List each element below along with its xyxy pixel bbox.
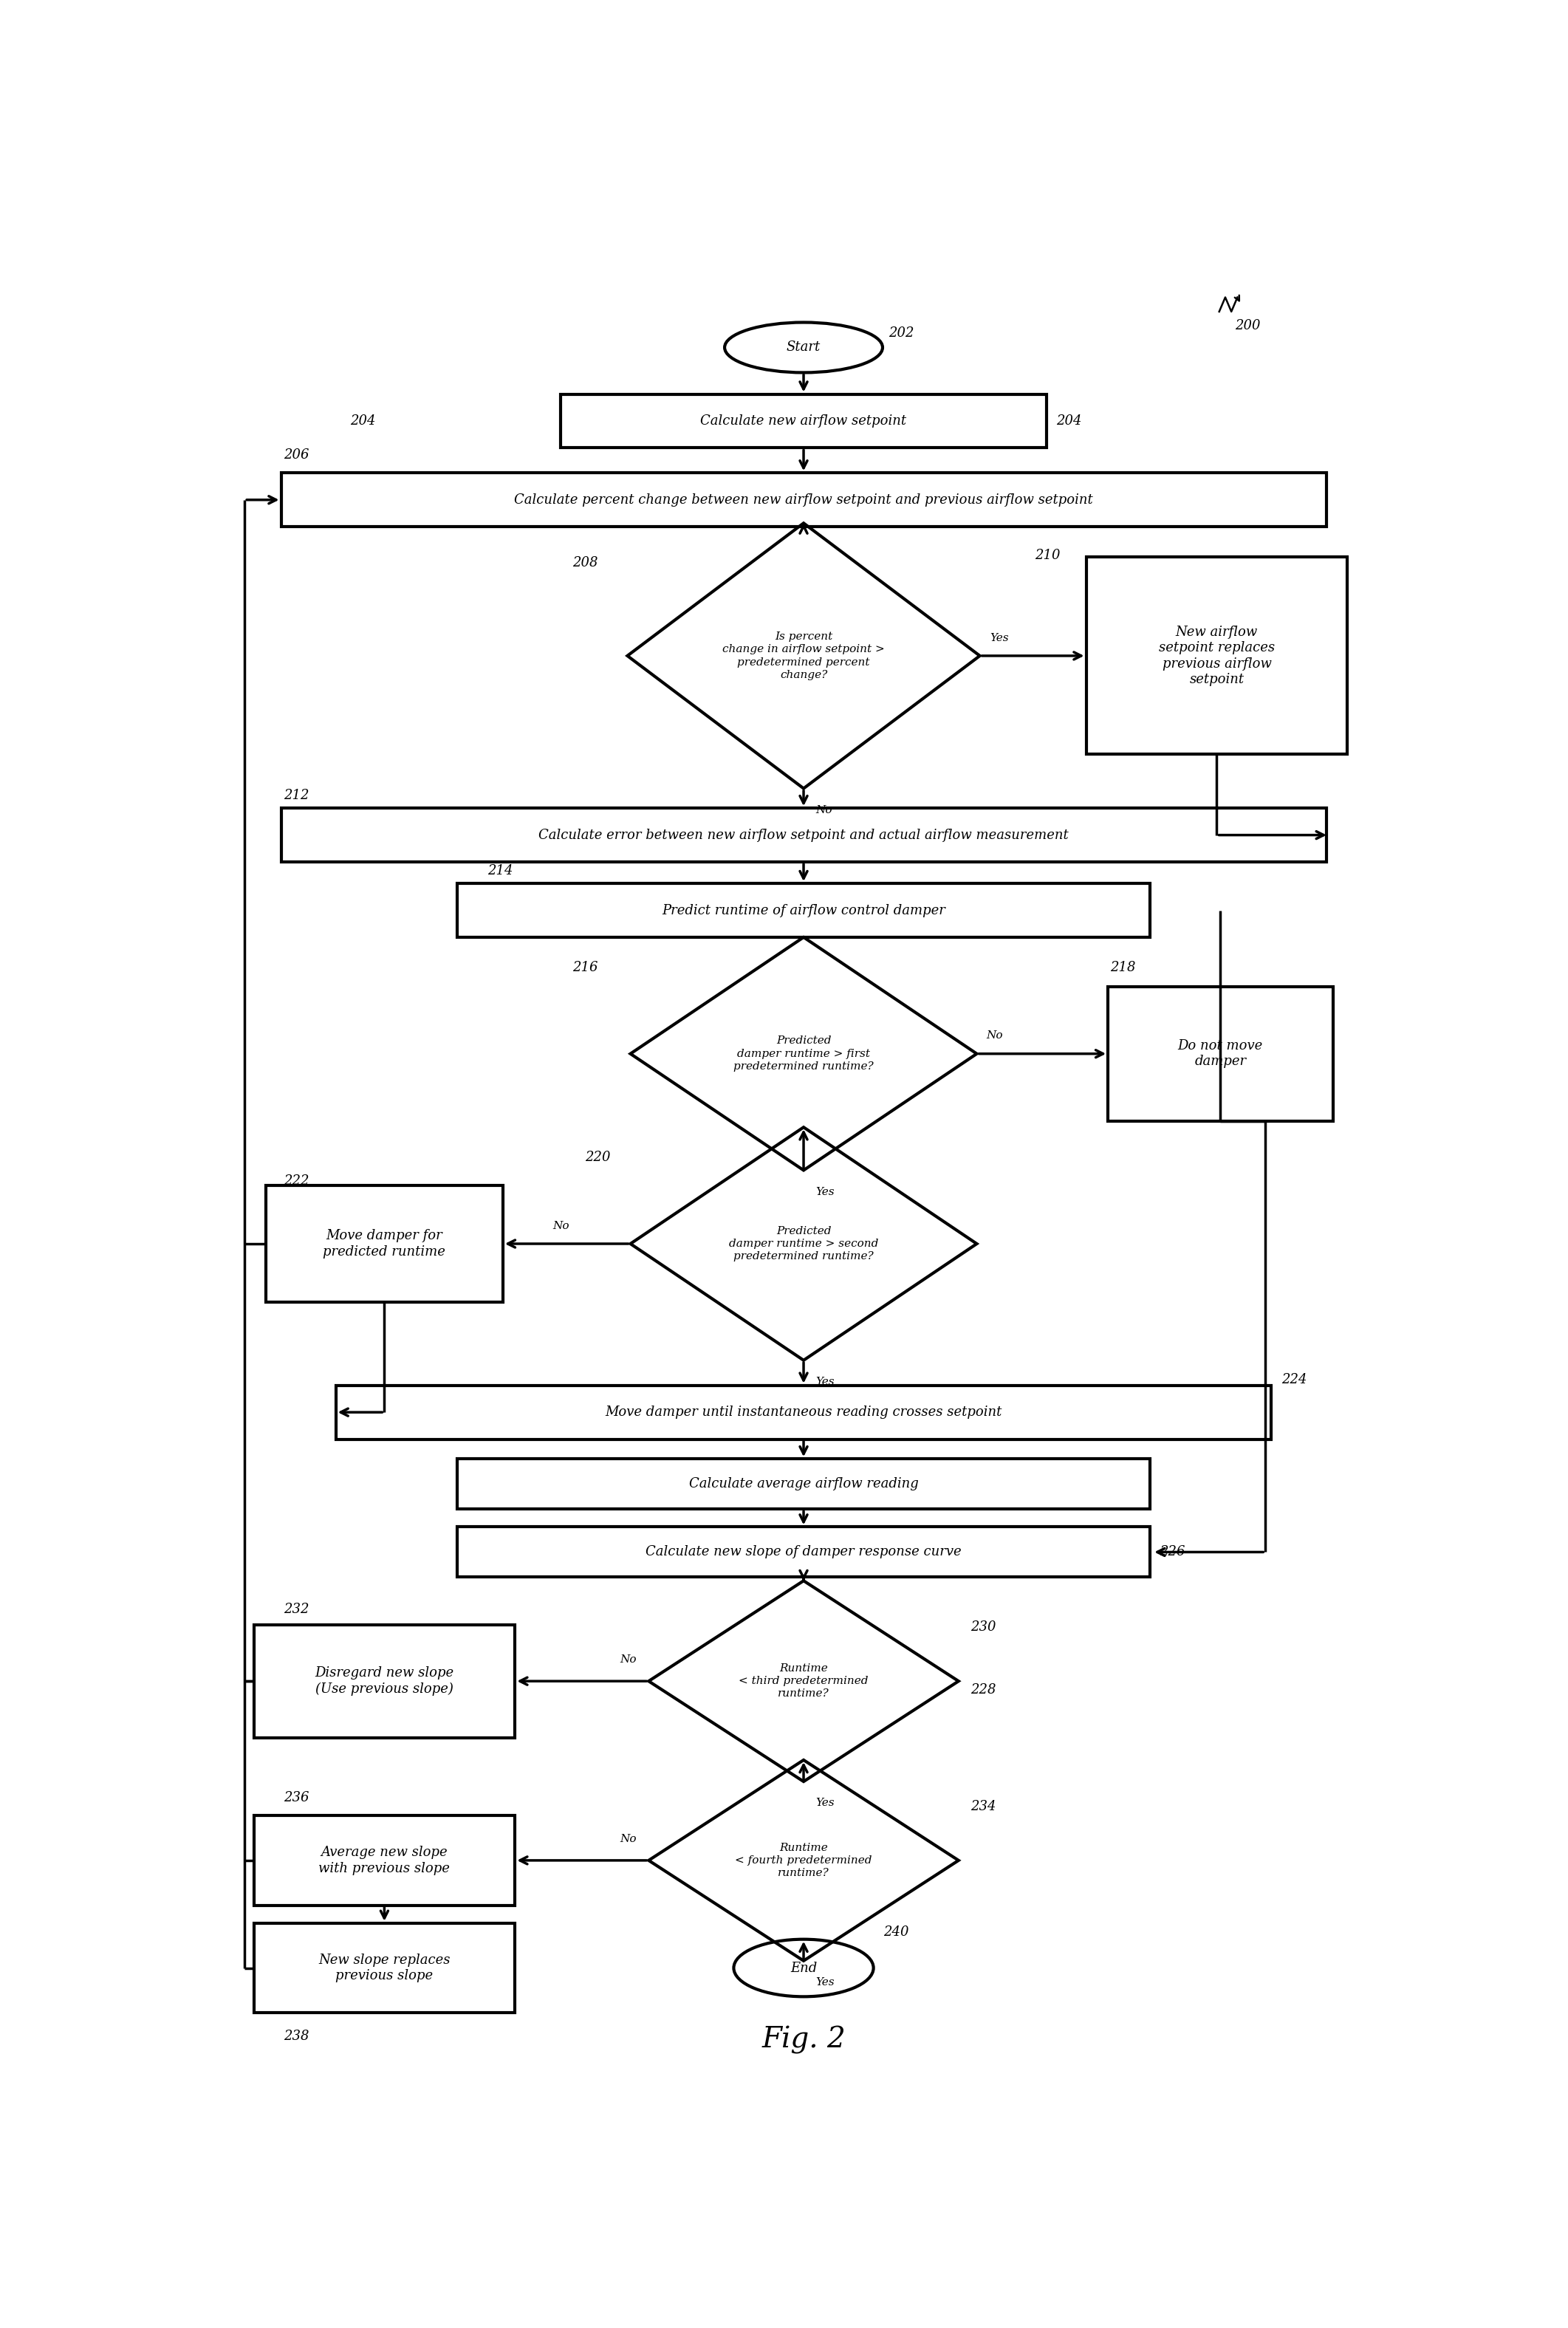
Text: Yes: Yes	[815, 1187, 834, 1197]
Bar	[254, 1625, 514, 1737]
Text: No: No	[815, 805, 833, 815]
Bar	[267, 1185, 503, 1301]
Text: Average new slope
with previous slope: Average new slope with previous slope	[318, 1846, 450, 1874]
Bar	[1087, 556, 1347, 754]
Bar	[458, 1460, 1149, 1509]
Bar	[1109, 987, 1333, 1122]
Text: Predict runtime of airflow control damper: Predict runtime of airflow control dampe…	[662, 903, 946, 917]
Text: 208: 208	[572, 556, 599, 570]
Text: Calculate new slope of damper response curve: Calculate new slope of damper response c…	[646, 1546, 961, 1560]
Text: 238: 238	[284, 2030, 309, 2042]
Text: No: No	[986, 1031, 1004, 1041]
Text: 232: 232	[284, 1602, 309, 1616]
Text: 202: 202	[889, 326, 914, 340]
Text: 224: 224	[1281, 1374, 1306, 1387]
Text: Yes: Yes	[815, 1976, 834, 1988]
Text: Runtime
< third predetermined
runtime?: Runtime < third predetermined runtime?	[739, 1662, 869, 1699]
Text: Calculate error between new airflow setpoint and actual airflow measurement: Calculate error between new airflow setp…	[538, 829, 1069, 843]
Text: Yes: Yes	[815, 1376, 834, 1387]
Text: 206: 206	[284, 449, 309, 461]
Text: End: End	[790, 1960, 817, 1974]
Text: 210: 210	[1035, 549, 1060, 561]
Bar	[336, 1385, 1272, 1439]
Text: Runtime
< fourth predetermined
runtime?: Runtime < fourth predetermined runtime?	[735, 1841, 872, 1879]
Text: 234: 234	[971, 1800, 996, 1814]
Text: 220: 220	[585, 1150, 610, 1164]
Text: 212: 212	[284, 789, 309, 803]
Bar	[254, 1816, 514, 1904]
Text: Calculate average airflow reading: Calculate average airflow reading	[688, 1478, 919, 1490]
Bar	[561, 393, 1047, 447]
Text: 230: 230	[971, 1620, 996, 1634]
Text: No: No	[619, 1834, 637, 1844]
Text: No: No	[554, 1220, 569, 1232]
Bar	[458, 1527, 1149, 1576]
Bar	[254, 1923, 514, 2014]
Text: 236: 236	[284, 1790, 309, 1804]
Text: Calculate new airflow setpoint: Calculate new airflow setpoint	[701, 414, 906, 428]
Text: New airflow
setpoint replaces
previous airflow
setpoint: New airflow setpoint replaces previous a…	[1159, 626, 1275, 687]
Text: 218: 218	[1110, 961, 1135, 975]
Text: 240: 240	[883, 1925, 909, 1939]
Text: Move damper until instantaneous reading crosses setpoint: Move damper until instantaneous reading …	[605, 1406, 1002, 1418]
Text: 200: 200	[1236, 319, 1261, 333]
Text: Do not move
damper: Do not move damper	[1178, 1038, 1262, 1069]
Text: 204: 204	[1057, 414, 1082, 428]
Text: Predicted
damper runtime > first
predetermined runtime?: Predicted damper runtime > first predete…	[734, 1036, 873, 1071]
Text: Predicted
damper runtime > second
predetermined runtime?: Predicted damper runtime > second predet…	[729, 1227, 878, 1262]
Text: New slope replaces
previous slope: New slope replaces previous slope	[318, 1953, 450, 1983]
Text: Disregard new slope
(Use previous slope): Disregard new slope (Use previous slope)	[315, 1667, 453, 1695]
Text: Yes: Yes	[815, 1797, 834, 1809]
Text: Calculate percent change between new airflow setpoint and previous airflow setpo: Calculate percent change between new air…	[514, 494, 1093, 508]
Text: 216: 216	[572, 961, 599, 975]
Text: 226: 226	[1160, 1546, 1185, 1560]
Text: No: No	[619, 1655, 637, 1665]
Text: Is percent
change in airflow setpoint >
predetermined percent
change?: Is percent change in airflow setpoint > …	[723, 631, 884, 680]
Text: 204: 204	[350, 414, 376, 428]
Text: Start: Start	[787, 340, 820, 354]
Bar	[281, 473, 1327, 526]
Text: 222: 222	[284, 1173, 309, 1187]
Bar	[458, 882, 1149, 938]
Text: 214: 214	[488, 864, 513, 878]
Text: Fig. 2: Fig. 2	[762, 2025, 845, 2053]
Text: 228: 228	[971, 1683, 996, 1697]
Bar	[281, 808, 1327, 861]
Text: Yes: Yes	[989, 633, 1008, 643]
Text: Move damper for
predicted runtime: Move damper for predicted runtime	[323, 1229, 445, 1259]
